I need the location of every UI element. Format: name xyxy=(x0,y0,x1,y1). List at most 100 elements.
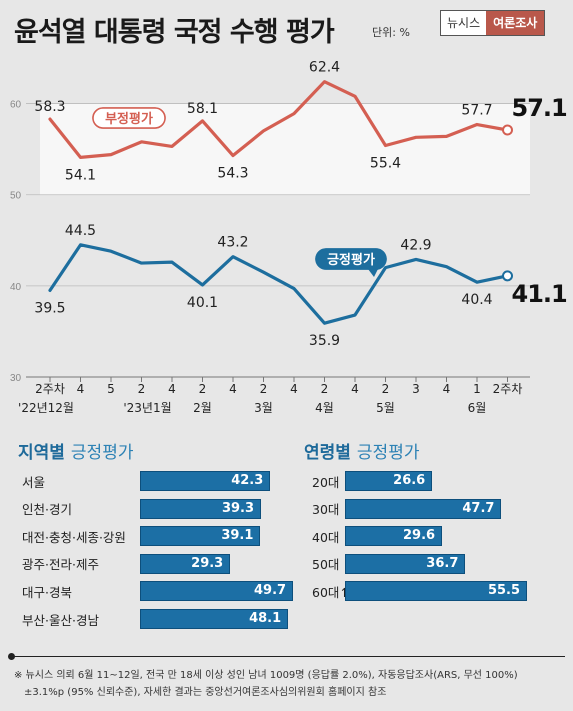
brand-badge: 뉴시스 여론조사 xyxy=(440,10,546,36)
brand-right: 여론조사 xyxy=(486,11,545,35)
x-tick-label: 4 xyxy=(77,382,85,396)
x-group-label: 2월 xyxy=(193,401,212,415)
bar-category-label: 인천·경기 xyxy=(22,502,72,518)
bar-row: 광주·전라·제주 xyxy=(22,553,99,575)
data-label: 54.3 xyxy=(217,166,248,182)
x-tick-label: 4 xyxy=(229,382,237,396)
bar: 36.7 xyxy=(345,553,466,574)
data-label: 44.5 xyxy=(65,223,96,239)
data-label: 58.3 xyxy=(34,99,65,115)
data-label: 40.1 xyxy=(187,295,218,311)
bar: 49.7 xyxy=(140,581,294,602)
bar-row: 20대 xyxy=(312,470,339,492)
x-tick-label: 5 xyxy=(107,382,115,396)
bar-value-label: 26.6 xyxy=(393,473,426,488)
region-section-title: 지역별 긍정평가 xyxy=(18,438,133,463)
x-tick-label: 4 xyxy=(168,382,176,396)
y-tick-label: 30 xyxy=(10,373,22,384)
region-title: 지역별 xyxy=(18,443,65,463)
bar-row: 60대↑ xyxy=(312,580,350,602)
x-group-label: '23년1월 xyxy=(123,401,171,415)
legend-pointer xyxy=(368,269,378,277)
bar: 29.3 xyxy=(140,553,231,574)
x-tick-label: 4 xyxy=(443,382,451,396)
data-label: 62.4 xyxy=(309,60,340,76)
data-label: 40.4 xyxy=(461,292,492,308)
x-tick-label: 3 xyxy=(412,382,420,396)
age-subtitle: 긍정평가 xyxy=(356,443,420,463)
series-line-1 xyxy=(48,243,510,325)
data-label: 55.4 xyxy=(370,155,401,171)
footnote-line1: ※ 뉴시스 의뢰 6월 11~12일, 전국 만 18세 이상 성인 남녀 10… xyxy=(14,670,518,681)
bar: 26.6 xyxy=(345,471,433,491)
bar: 55.5 xyxy=(345,581,528,602)
bar-category-label: 부산·울산·경남 xyxy=(22,612,99,628)
bar-value-label: 29.3 xyxy=(191,555,224,571)
x-group-label: 5월 xyxy=(376,401,395,415)
bar-row: 50대 xyxy=(312,553,339,575)
x-tick-label: 1 xyxy=(473,382,481,396)
data-label: 57.7 xyxy=(461,103,492,119)
page-title: 윤석열 대통령 국정 수행 평가 xyxy=(14,17,335,48)
y-tick-label: 50 xyxy=(10,191,22,202)
bar-category-label: 60대↑ xyxy=(312,584,350,600)
footnote-divider xyxy=(10,656,565,657)
data-label: 39.5 xyxy=(34,300,65,316)
unit-label: 단위: % xyxy=(372,26,410,39)
series-end-point xyxy=(502,124,513,136)
region-subtitle: 긍정평가 xyxy=(70,443,134,463)
bar: 39.3 xyxy=(140,498,262,519)
approval-line-chart: 30 40 50 60 2주차 4 5 2 4 2 4 2 4 2 4 2 3 4 1 2주차 '22년12월 '23년1… xyxy=(10,60,568,415)
data-label: 35.9 xyxy=(309,333,340,349)
series-end-point xyxy=(502,270,513,282)
x-group-label: '22년12월 xyxy=(18,401,74,415)
footnote-line2: ±3.1%p (95% 신뢰수준), 자세한 결과는 중앙선거여론조사심의위원회… xyxy=(24,687,387,698)
legend-label: 부정평가 xyxy=(105,111,153,127)
bar-value-label: 55.5 xyxy=(487,583,521,599)
data-label-final: 41.1 xyxy=(512,280,568,308)
bar-row: 인천·경기 xyxy=(22,498,72,520)
bar-category-label: 광주·전라·제주 xyxy=(22,557,99,573)
legend-tag-1: 긍정평가 xyxy=(315,248,387,277)
bar-category-label: 대전·충청·세종·강원 xyxy=(22,529,126,545)
x-group-label: 4월 xyxy=(315,401,334,415)
legend-tag-0: 부정평가 xyxy=(92,107,166,129)
x-group-label: 6월 xyxy=(468,401,487,415)
x-tick-label: 2 xyxy=(382,382,390,396)
bar-category-label: 대구·경북 xyxy=(22,584,72,600)
x-tick-label: 2 xyxy=(260,382,268,396)
data-label-final: 57.1 xyxy=(512,94,568,122)
brand-left: 뉴시스 xyxy=(441,11,487,35)
bar: 48.1 xyxy=(140,609,289,629)
bar-value-label: 47.7 xyxy=(462,500,495,516)
bar-row: 대전·충청·세종·강원 xyxy=(22,525,126,547)
age-section-title: 연령별 긍정평가 xyxy=(304,438,419,463)
bar-value-label: 42.3 xyxy=(231,473,264,488)
bar-category-label: 30대 xyxy=(312,502,340,518)
y-tick-label: 40 xyxy=(10,282,22,293)
data-label: 42.9 xyxy=(400,237,431,253)
bar-row: 대구·경북 xyxy=(22,580,72,602)
bar-value-label: 39.3 xyxy=(221,500,255,516)
bar-category-label: 50대 xyxy=(312,557,340,573)
legend-pill-bg xyxy=(92,107,166,129)
legend-label: 긍정평가 xyxy=(327,252,375,268)
bar-row: 30대 xyxy=(312,498,339,520)
bar-row: 부산·울산·경남 xyxy=(22,608,99,630)
x-tick-label: 2 xyxy=(199,382,207,396)
data-label: 43.2 xyxy=(217,235,248,251)
x-tick-label: 2 xyxy=(321,382,329,396)
legend-pill-bg xyxy=(315,248,387,270)
data-label: 58.1 xyxy=(187,101,218,117)
bar: 42.3 xyxy=(140,471,271,491)
x-tick-label: 4 xyxy=(290,382,298,396)
bar-value-label: 29.6 xyxy=(403,528,436,544)
x-tick-label: 2 xyxy=(138,382,146,396)
bar-value-label: 39.1 xyxy=(221,528,254,544)
x-tick-label: 2주차 xyxy=(493,382,523,396)
bar-value-label: 36.7 xyxy=(426,555,459,571)
y-tick-label: 60 xyxy=(10,100,22,111)
bar-category-label: 서울 xyxy=(22,474,46,490)
bar-row: 40대 xyxy=(312,525,339,547)
bar-row: 서울 xyxy=(22,470,45,492)
